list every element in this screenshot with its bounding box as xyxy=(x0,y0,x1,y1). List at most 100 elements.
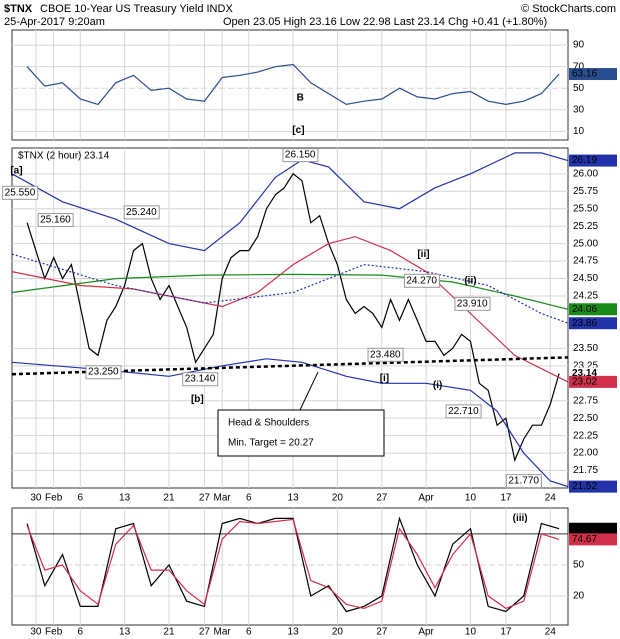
last-value-label: 74.67 xyxy=(572,534,597,545)
x-tick-label: 13 xyxy=(119,627,131,638)
stoch-panel xyxy=(11,507,569,626)
y-tick-label: 26.00 xyxy=(573,168,598,179)
y-tick-label: 21.75 xyxy=(573,465,598,476)
point-label: 21.770 xyxy=(508,476,539,487)
last-value-label: 23.86 xyxy=(572,318,597,329)
instrument-name: CBOE 10-Year US Treasury Yield INDX xyxy=(40,3,233,15)
x-tick-label: 13 xyxy=(288,493,300,504)
rsi-panel xyxy=(11,29,569,141)
x-tick-label: 20 xyxy=(332,493,344,504)
point-label-box xyxy=(182,372,219,387)
last-value-label: 21.52 xyxy=(572,481,597,492)
last-value-label: 63.16 xyxy=(572,69,597,80)
y-tick-label: 24.75 xyxy=(573,256,598,267)
series-line xyxy=(11,358,569,488)
x-tick-label: 24 xyxy=(545,493,557,504)
x-tick-label: 21 xyxy=(163,627,175,638)
x-tick-label: Mar xyxy=(214,627,232,638)
y-tick-label: 70 xyxy=(573,61,585,72)
point-label-box xyxy=(445,404,482,419)
y-tick-label: 25.25 xyxy=(573,221,598,232)
date: 25-Apr-2017 9:20am xyxy=(4,16,105,28)
x-tick-label: 27 xyxy=(199,627,211,638)
callout-line: Head & Shoulders xyxy=(228,418,309,429)
last-value-label: 24.06 xyxy=(572,304,597,315)
x-tick-label: 27 xyxy=(376,493,388,504)
series-line xyxy=(26,172,560,463)
x-tick-label: 6 xyxy=(246,493,252,504)
y-tick-label: 30 xyxy=(573,104,585,115)
y-tick-label: 25.75 xyxy=(573,186,598,197)
quote: Open 23.05 High 23.16 Low 22.98 Last 23.… xyxy=(223,16,547,28)
point-label-box xyxy=(403,273,440,288)
wave-label: B xyxy=(297,93,304,104)
marks: 10 30 50 70 90 63.16 B [c] 21.75 22.00 22.25 22.50 2… xyxy=(2,30,617,638)
wave-label: (i) xyxy=(433,380,442,391)
y-tick-label: 22.00 xyxy=(573,448,598,459)
last-value-box xyxy=(569,480,617,493)
y-tick-label: 23.25 xyxy=(573,360,598,371)
x-tick-label: 21 xyxy=(163,493,175,504)
point-label-box xyxy=(123,205,160,220)
y-tick-label: 90 xyxy=(573,40,585,51)
y-tick-label: 20 xyxy=(573,591,585,602)
x-tick-label: 30 xyxy=(30,627,42,638)
x-tick-label: 6 xyxy=(246,627,252,638)
last-value-label: 84.96 xyxy=(572,523,597,534)
point-label: 23.140 xyxy=(185,374,216,385)
x-tick-label: 27 xyxy=(199,493,211,504)
point-label-box xyxy=(2,185,39,200)
point-label-box xyxy=(282,148,319,163)
x-tick-label: 6 xyxy=(77,627,83,638)
wave-label: [c] xyxy=(292,125,304,136)
wave-label: (iii) xyxy=(513,513,528,524)
series-line xyxy=(11,152,569,252)
last-value-label: 26.19 xyxy=(572,155,597,166)
x-tick-label: 24 xyxy=(545,627,557,638)
point-label: 25.160 xyxy=(40,215,71,226)
wave-label: (ii) xyxy=(464,275,476,286)
y-tick-label: 25.00 xyxy=(573,238,598,249)
y-tick-label: 22.75 xyxy=(573,395,598,406)
x-tick-label: Apr xyxy=(418,493,434,504)
y-tick-label: 50 xyxy=(573,83,585,94)
y-tick-label: 25.50 xyxy=(573,203,598,214)
x-tick-label: 13 xyxy=(288,627,300,638)
y-tick-label: 10 xyxy=(573,126,585,137)
point-label-box xyxy=(454,296,491,311)
last-value-box xyxy=(569,375,617,388)
series-line xyxy=(26,518,560,610)
point-label-box xyxy=(37,213,74,228)
x-tick-label: 20 xyxy=(332,627,344,638)
last-value-box xyxy=(569,154,617,167)
x-tick-label: 13 xyxy=(119,493,131,504)
x-tick-label: 17 xyxy=(500,627,512,638)
series-line xyxy=(26,516,560,613)
x-tick-label: Mar xyxy=(214,493,232,504)
y-tick-label: 22.50 xyxy=(573,413,598,424)
point-label: 26.150 xyxy=(285,150,316,161)
point-label: 25.550 xyxy=(5,187,36,198)
symbol: $TNX xyxy=(4,3,33,15)
x-tick-label: Feb xyxy=(45,493,63,504)
point-label: 22.710 xyxy=(448,406,479,417)
wave-label: [a] xyxy=(10,166,22,177)
y-tick-label: 24.50 xyxy=(573,273,598,284)
y-tick-label: 23.50 xyxy=(573,343,598,354)
x-tick-label: Apr xyxy=(418,627,434,638)
x-tick-label: 30 xyxy=(30,493,42,504)
point-label: 23.480 xyxy=(370,349,401,360)
last-value-label: 23.02 xyxy=(572,377,597,388)
wave-label: [i] xyxy=(380,373,389,384)
wave-label: [b] xyxy=(191,394,204,405)
point-label-box xyxy=(505,474,542,489)
last-value-box xyxy=(569,522,617,535)
point-label: 23.250 xyxy=(88,367,119,378)
x-tick-label: 27 xyxy=(376,627,388,638)
callout-line: Min. Target = 20.27 xyxy=(228,438,314,449)
series-line xyxy=(11,253,569,324)
y-tick-label: 24.25 xyxy=(573,291,598,302)
series-line xyxy=(26,63,560,106)
last-value-box xyxy=(569,533,617,546)
